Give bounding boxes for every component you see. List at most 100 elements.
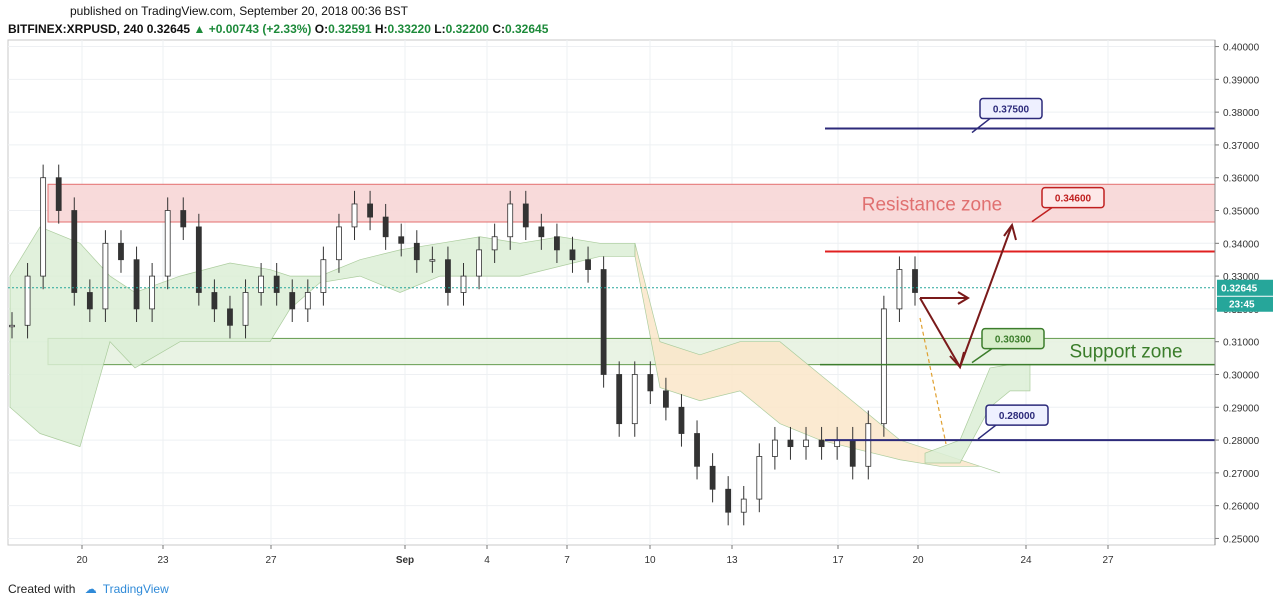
- candle-body: [304, 292, 311, 310]
- candle-body: [600, 269, 607, 375]
- x-tick-label: 27: [1102, 555, 1114, 566]
- created-with-label: Created with: [8, 582, 76, 596]
- candle-body: [351, 203, 358, 228]
- candle-body: [694, 433, 700, 467]
- y-tick-label: 0.30000: [1223, 370, 1260, 381]
- candle-body: [709, 465, 716, 490]
- chart-annotations: 0.37500 0.34600 0.30300 0.28000: [919, 97, 1105, 445]
- y-tick-label: 0.37000: [1223, 141, 1260, 152]
- candle-body: [227, 308, 233, 326]
- y-tick-label: 0.40000: [1223, 43, 1260, 54]
- candle-body: [86, 292, 93, 310]
- candle-body: [242, 292, 249, 326]
- level-callout-pointer: [1031, 207, 1053, 223]
- x-tick-label: 4: [484, 555, 490, 566]
- candles: [9, 164, 918, 526]
- candle-body: [258, 275, 265, 293]
- candle-body: [896, 269, 903, 310]
- candle-body: [725, 488, 732, 513]
- high-value: 0.33220: [387, 22, 431, 36]
- x-tick-label: 20: [76, 555, 88, 566]
- candle-body: [476, 249, 482, 277]
- projection-arrowhead-right: [957, 291, 970, 305]
- change-triangle-icon: ▲: [193, 22, 206, 36]
- x-tick-label: 7: [564, 555, 570, 566]
- candle-body: [554, 236, 560, 251]
- open-value: 0.32591: [328, 22, 372, 36]
- candle-body: [818, 439, 825, 448]
- level-callout-label: 0.30300: [995, 335, 1032, 346]
- candle-body: [102, 242, 109, 310]
- candle-body: [133, 259, 140, 310]
- ichimoku-cloud: [9, 226, 1031, 474]
- close-label: C:: [492, 22, 505, 36]
- candle-body: [289, 292, 296, 310]
- candle-body: [616, 374, 623, 425]
- support-zone-label: Support zone: [1069, 341, 1182, 362]
- candle-body: [631, 374, 638, 425]
- resistance-zone: [47, 183, 1216, 223]
- candle-body: [771, 439, 778, 457]
- tradingview-cloud-icon[interactable]: ☁: [84, 582, 97, 596]
- level-callout-label: 0.28000: [999, 411, 1036, 422]
- cloud-band-b: [634, 243, 1001, 474]
- x-axis: 20 23 27 Sep 4 7 10 13 17 20 24 27: [76, 545, 1114, 566]
- candle-body: [585, 259, 591, 270]
- candle-body: [662, 390, 669, 408]
- candle-body: [880, 308, 887, 425]
- level-callout-pointer: [971, 348, 993, 364]
- projection-arrowhead-down: [949, 351, 965, 370]
- candle-body: [740, 498, 747, 513]
- candle-body: [336, 226, 342, 261]
- level-callout-label: 0.34600: [1055, 194, 1092, 205]
- x-tick-label: 20: [912, 555, 924, 566]
- x-tick-label: 10: [644, 555, 656, 566]
- countdown-label: 23:45: [1229, 300, 1255, 311]
- current-price-label: 0.32645: [1221, 284, 1258, 295]
- candle-body: [211, 292, 218, 310]
- y-tick-label: 0.36000: [1223, 174, 1260, 185]
- candle-body: [195, 226, 202, 293]
- candle-body: [756, 456, 763, 500]
- y-tick-label: 0.33000: [1223, 272, 1260, 283]
- x-tick-label: 27: [265, 555, 277, 566]
- high-label: H:: [374, 22, 388, 36]
- y-tick-label: 0.35000: [1223, 207, 1260, 218]
- candle-body: [569, 249, 576, 261]
- countdown-badge: [1217, 296, 1273, 312]
- candle-body: [460, 275, 467, 293]
- x-tick-label: 24: [1020, 555, 1032, 566]
- candle-body: [40, 177, 47, 277]
- y-tick-label: 0.27000: [1223, 469, 1260, 480]
- candle-body: [865, 423, 872, 467]
- y-tick-label: 0.39000: [1223, 75, 1260, 86]
- projection-arrowhead-up: [1003, 222, 1017, 241]
- level-callout: [985, 404, 1049, 426]
- x-tick-label: 17: [832, 555, 844, 566]
- published-note: published on TradingView.com, September …: [70, 4, 408, 18]
- close-value: 0.32645: [505, 22, 549, 36]
- level-callout: [981, 327, 1045, 350]
- y-tick-label: 0.34000: [1223, 239, 1260, 250]
- candle-body: [320, 259, 327, 293]
- candle-body: [647, 374, 654, 392]
- tradingview-link[interactable]: TradingView: [102, 582, 169, 596]
- candle-body: [491, 236, 498, 251]
- candle-body: [180, 210, 187, 228]
- candle-body: [912, 269, 918, 293]
- candle-body: [118, 242, 124, 261]
- candle-body: [538, 226, 545, 238]
- y-tick-label: 0.25000: [1223, 534, 1260, 545]
- ohlc-legend: BITFINEX:XRPUSD, 240 0.32645 ▲ +0.00743 …: [8, 22, 548, 36]
- level-callout: [979, 97, 1043, 120]
- candle-body: [413, 242, 420, 261]
- x-tick-label: 13: [726, 555, 738, 566]
- candle-body: [678, 406, 685, 434]
- candle-body: [787, 439, 794, 448]
- chart-levels: [8, 127, 1215, 442]
- candle-body: [9, 324, 15, 328]
- x-tick-label: 23: [157, 555, 169, 566]
- footer: Created with ☁ TradingView: [8, 582, 169, 596]
